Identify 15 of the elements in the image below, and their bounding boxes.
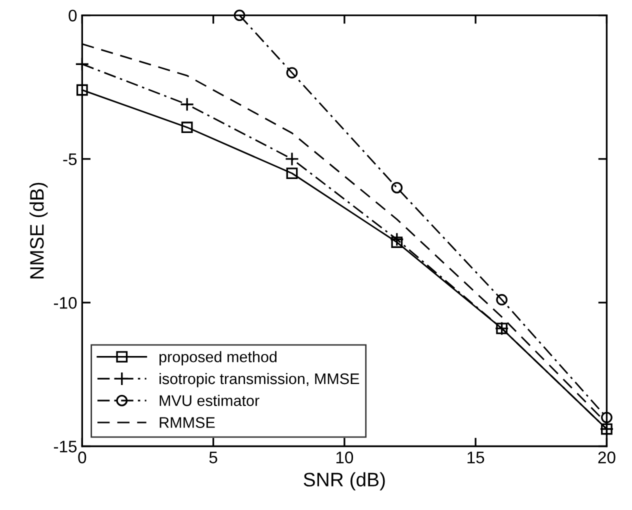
legend-label: isotropic transmission, MMSE xyxy=(160,372,360,388)
y-axis-title: NMSE (dB) xyxy=(30,182,48,278)
y-tick-label: -15 xyxy=(54,440,77,452)
x-tick-label: 5 xyxy=(209,452,218,464)
x-axis-title: SNR (dB) xyxy=(304,472,385,490)
x-tick-label: 10 xyxy=(336,452,354,464)
y-tick-label: -5 xyxy=(63,154,77,166)
x-tick-label: 20 xyxy=(598,452,616,464)
legend-label: proposed method xyxy=(160,351,276,366)
x-tick-label: 15 xyxy=(468,452,484,464)
y-tick-label: -10 xyxy=(54,297,77,309)
x-tick-label: 0 xyxy=(78,452,86,464)
y-tick-label: 0 xyxy=(68,10,77,22)
legend-label: MVU estimator xyxy=(160,394,260,406)
legend-label: RMMSE xyxy=(160,417,215,428)
